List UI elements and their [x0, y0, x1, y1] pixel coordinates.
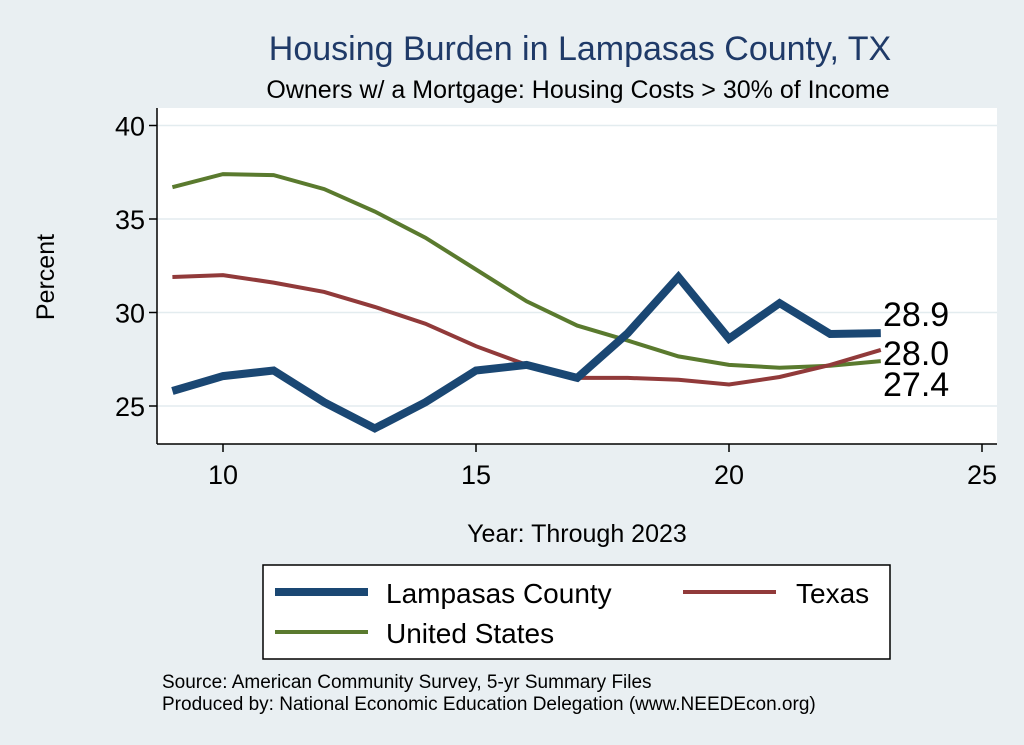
- y-tick-label: 25: [115, 392, 145, 422]
- end-label-lampasas: 28.9: [883, 296, 949, 334]
- legend-label-united-states: United States: [386, 618, 554, 649]
- legend-box: [262, 564, 891, 660]
- plot-area: [157, 108, 997, 444]
- legend-label-lampasas: Lampasas County: [386, 578, 612, 609]
- end-labels: 28.928.027.4: [883, 296, 949, 404]
- legend: Lampasas County Texas United States: [262, 564, 891, 660]
- gridlines: [157, 124, 997, 407]
- chart-subtitle: Owners w/ a Mortgage: Housing Costs > 30…: [266, 76, 889, 104]
- source-note: Source: American Community Survey, 5-yr …: [162, 672, 652, 693]
- series-line-united-states: [171, 172, 881, 370]
- x-tick-label: 10: [208, 460, 238, 490]
- legend-label-texas: Texas: [796, 578, 869, 609]
- x-axis-title: Year: Through 2023: [467, 520, 687, 548]
- series-line-lampasas: [171, 270, 881, 433]
- y-tick-label: 35: [115, 205, 145, 235]
- y-tick-label: 40: [115, 112, 145, 142]
- axes: 25 30 35 40 10 15 20 25: [115, 108, 997, 490]
- produced-by-note: Produced by: National Economic Education…: [162, 694, 816, 715]
- end-label-united-states: 27.4: [883, 366, 949, 404]
- y-axis-title: Percent: [32, 234, 60, 320]
- y-tick-label: 30: [115, 299, 145, 329]
- x-tick-label: 20: [714, 460, 744, 490]
- x-tick-label: 25: [967, 460, 997, 490]
- end-label-texas: 28.0: [883, 335, 949, 373]
- x-tick-label: 15: [461, 460, 491, 490]
- chart-title: Housing Burden in Lampasas County, TX: [269, 30, 891, 68]
- series-lines: [171, 172, 882, 433]
